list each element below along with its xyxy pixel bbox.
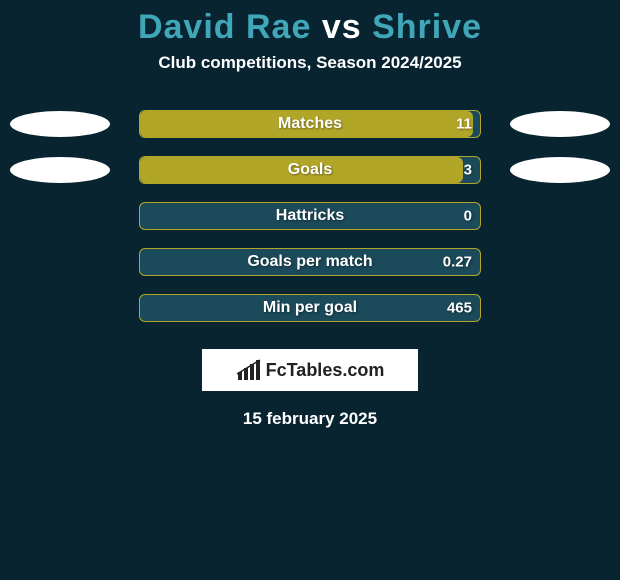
stat-bar: Goals per match 0.27 (139, 248, 481, 276)
date: 15 february 2025 (0, 409, 620, 429)
stat-label: Hattricks (276, 207, 344, 225)
stat-bar: Hattricks 0 (139, 202, 481, 230)
stat-row: Min per goal 465 (0, 285, 620, 331)
stat-value: 3 (464, 162, 472, 179)
stat-bar: Min per goal 465 (139, 294, 481, 322)
logo-text: FcTables.com (266, 360, 385, 381)
stat-label: Min per goal (263, 299, 357, 317)
subtitle: Club competitions, Season 2024/2025 (0, 53, 620, 73)
avatar-placeholder-left (10, 111, 110, 137)
title-vs: vs (322, 8, 362, 46)
stat-row: Hattricks 0 (0, 193, 620, 239)
stat-value: 465 (447, 300, 472, 317)
avatar-placeholder-left (10, 157, 110, 183)
stat-value: 0 (464, 208, 472, 225)
stat-label: Matches (278, 115, 342, 133)
stat-bar: Matches 11 (139, 110, 481, 138)
stat-row: Goals 3 (0, 147, 620, 193)
stat-label: Goals per match (247, 253, 372, 271)
avatar-placeholder-right (510, 111, 610, 137)
barchart-icon (236, 358, 262, 382)
logo-inner: FcTables.com (236, 358, 385, 382)
stats-list: Matches 11 Goals 3 Hattricks 0 Goals per match… (0, 101, 620, 331)
stat-value: 11 (456, 116, 472, 133)
stat-row: Matches 11 (0, 101, 620, 147)
stat-bar: Goals 3 (139, 156, 481, 184)
stat-label: Goals (288, 161, 332, 179)
logo-box[interactable]: FcTables.com (202, 349, 418, 391)
player1-name: David Rae (138, 8, 311, 46)
stat-value: 0.27 (443, 254, 472, 271)
comparison-title: David Rae vs Shrive (0, 0, 620, 53)
widget-container: David Rae vs Shrive Club competitions, S… (0, 0, 620, 580)
avatar-placeholder-right (510, 157, 610, 183)
stat-row: Goals per match 0.27 (0, 239, 620, 285)
player2-name: Shrive (372, 8, 482, 46)
